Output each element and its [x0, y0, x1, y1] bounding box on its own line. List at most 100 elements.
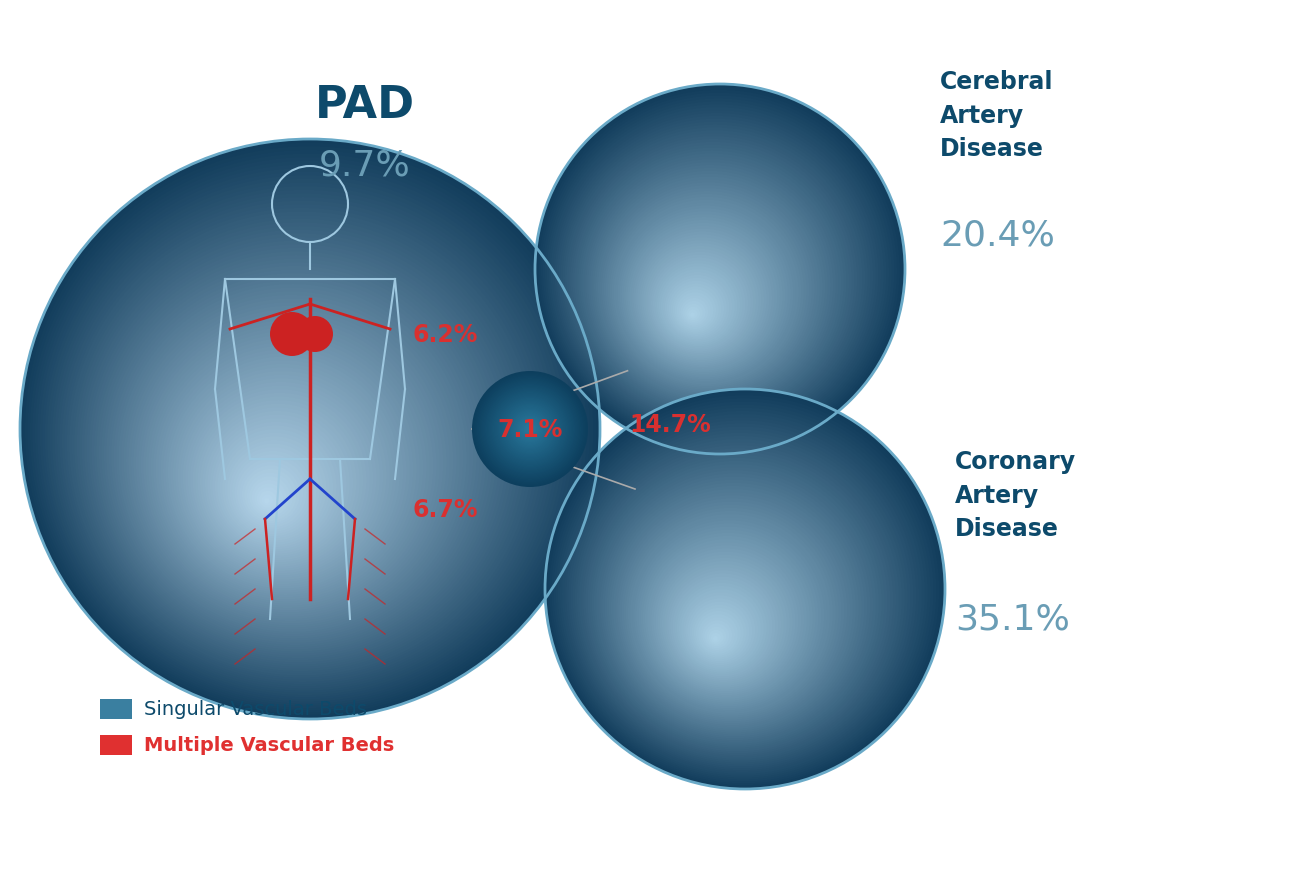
Text: 20.4%: 20.4%: [940, 217, 1055, 252]
Circle shape: [592, 168, 828, 404]
Circle shape: [681, 589, 761, 669]
Circle shape: [593, 461, 878, 746]
Circle shape: [597, 177, 820, 399]
Circle shape: [32, 158, 583, 709]
Circle shape: [254, 484, 284, 513]
Circle shape: [25, 147, 593, 715]
Circle shape: [590, 166, 831, 406]
Circle shape: [590, 455, 885, 750]
Circle shape: [702, 621, 733, 651]
Circle shape: [577, 146, 849, 418]
Circle shape: [573, 430, 908, 765]
Circle shape: [622, 212, 788, 378]
Circle shape: [40, 168, 573, 702]
Circle shape: [633, 229, 771, 367]
Circle shape: [163, 350, 406, 593]
Circle shape: [89, 241, 507, 659]
Circle shape: [617, 496, 848, 725]
Circle shape: [119, 285, 467, 632]
Circle shape: [27, 151, 590, 713]
Circle shape: [473, 373, 587, 486]
Circle shape: [667, 278, 726, 339]
Circle shape: [544, 389, 946, 789]
Circle shape: [580, 443, 897, 757]
Circle shape: [651, 545, 801, 695]
Circle shape: [94, 248, 501, 654]
Circle shape: [183, 379, 379, 576]
Circle shape: [203, 408, 353, 559]
Circle shape: [522, 422, 538, 438]
Circle shape: [141, 317, 436, 613]
Circle shape: [121, 289, 463, 630]
Bar: [101, 735, 132, 755]
Circle shape: [64, 205, 541, 680]
Circle shape: [675, 580, 770, 675]
Circle shape: [186, 382, 377, 574]
Circle shape: [227, 444, 320, 537]
Circle shape: [244, 469, 297, 522]
Circle shape: [75, 219, 526, 672]
Circle shape: [700, 617, 735, 652]
Circle shape: [543, 96, 894, 447]
Circle shape: [641, 241, 761, 361]
Circle shape: [659, 558, 789, 688]
Circle shape: [676, 293, 713, 330]
Circle shape: [476, 376, 583, 483]
Circle shape: [84, 234, 513, 663]
Circle shape: [713, 636, 717, 641]
Circle shape: [111, 274, 476, 638]
Circle shape: [582, 154, 841, 413]
Circle shape: [22, 144, 597, 717]
Circle shape: [666, 567, 782, 682]
Circle shape: [235, 455, 310, 531]
Circle shape: [499, 399, 560, 460]
Circle shape: [557, 409, 928, 778]
Circle shape: [605, 477, 864, 737]
Circle shape: [138, 314, 440, 615]
Circle shape: [246, 473, 293, 519]
Text: Coronary
Artery
Disease: Coronary Artery Disease: [955, 450, 1076, 540]
Circle shape: [608, 192, 806, 390]
Circle shape: [664, 565, 784, 684]
Circle shape: [708, 630, 724, 645]
Circle shape: [551, 399, 937, 783]
Circle shape: [510, 409, 551, 451]
Circle shape: [504, 404, 556, 455]
Circle shape: [584, 157, 838, 411]
Circle shape: [52, 187, 557, 691]
Circle shape: [677, 583, 766, 673]
Circle shape: [606, 480, 862, 735]
Circle shape: [76, 223, 524, 669]
Circle shape: [70, 212, 533, 676]
Circle shape: [133, 306, 446, 619]
Circle shape: [592, 458, 882, 748]
Circle shape: [135, 310, 444, 617]
Circle shape: [230, 447, 316, 534]
Circle shape: [79, 227, 520, 667]
Circle shape: [583, 446, 893, 755]
Bar: [101, 699, 132, 719]
Circle shape: [146, 324, 430, 609]
Circle shape: [630, 515, 829, 714]
Circle shape: [658, 555, 792, 690]
Circle shape: [156, 339, 417, 600]
Circle shape: [477, 377, 582, 481]
Circle shape: [561, 123, 871, 432]
Circle shape: [522, 423, 537, 437]
Circle shape: [564, 417, 920, 773]
Circle shape: [129, 299, 453, 624]
Circle shape: [551, 108, 884, 440]
Circle shape: [49, 183, 560, 693]
Circle shape: [106, 267, 484, 643]
Circle shape: [86, 238, 510, 660]
Circle shape: [552, 111, 881, 438]
Circle shape: [653, 549, 799, 694]
Circle shape: [264, 498, 270, 504]
Circle shape: [175, 368, 390, 582]
Circle shape: [649, 543, 804, 697]
Circle shape: [685, 304, 703, 323]
Circle shape: [570, 427, 911, 766]
Circle shape: [588, 163, 833, 408]
Circle shape: [59, 198, 547, 684]
Circle shape: [62, 202, 543, 682]
